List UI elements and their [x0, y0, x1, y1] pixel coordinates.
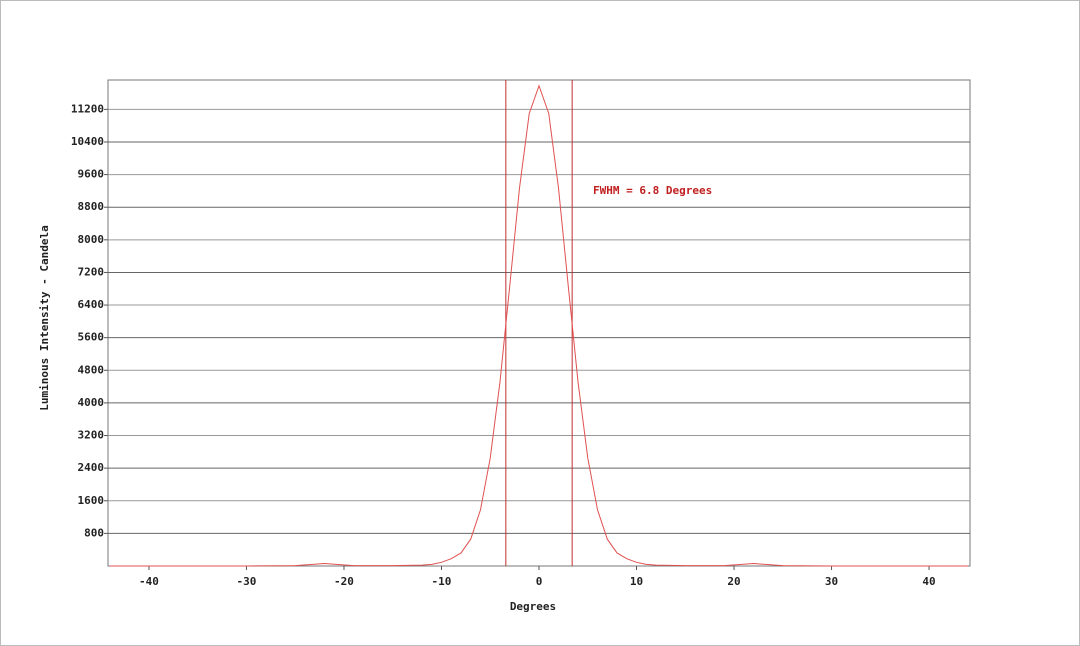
annotation: FWHM = 6.8 Degrees: [593, 184, 712, 197]
y-tick-label: 11200: [71, 102, 104, 115]
plot-area: [107, 79, 971, 567]
y-tick-label: 4800: [78, 363, 105, 376]
x-tick-label: -30: [237, 575, 257, 588]
y-tick-label: 1600: [78, 494, 105, 507]
y-tick-label: 800: [84, 526, 104, 539]
x-tick-label: 30: [825, 575, 838, 588]
y-tick-label: 10400: [71, 135, 104, 148]
x-tick-label: 40: [922, 575, 935, 588]
x-tick-label: 0: [536, 575, 543, 588]
x-tick-label: -40: [139, 575, 159, 588]
y-tick-label: 9600: [78, 168, 105, 181]
data-line: [109, 84, 969, 567]
x-tick-label: 10: [630, 575, 643, 588]
y-tick-label: 7200: [78, 265, 105, 278]
y-tick-label: 5600: [78, 331, 105, 344]
y-axis-label: Luminous Intensity - Candela: [38, 225, 51, 410]
y-tick-label: 3200: [78, 429, 105, 442]
y-tick-label: 8800: [78, 200, 105, 213]
y-tick-label: 6400: [78, 298, 105, 311]
x-tick-label: -10: [432, 575, 452, 588]
y-tick-label: 4000: [78, 396, 105, 409]
x-tick-label: 20: [727, 575, 740, 588]
y-tick-label: 8000: [78, 233, 105, 246]
y-tick-label: 2400: [78, 461, 105, 474]
x-axis-label: Degrees: [510, 600, 556, 613]
x-tick-label: -20: [334, 575, 354, 588]
